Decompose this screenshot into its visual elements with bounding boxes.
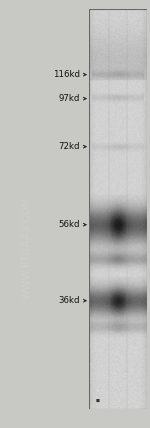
Text: ■: ■ [96,399,100,403]
Text: 36kd: 36kd [59,296,80,305]
Text: 116kd: 116kd [53,70,80,79]
Text: 72kd: 72kd [59,142,80,151]
Text: 97kd: 97kd [59,94,80,103]
Text: WWW.PTGAA3.COM: WWW.PTGAA3.COM [22,197,32,300]
Text: 56kd: 56kd [59,220,80,229]
